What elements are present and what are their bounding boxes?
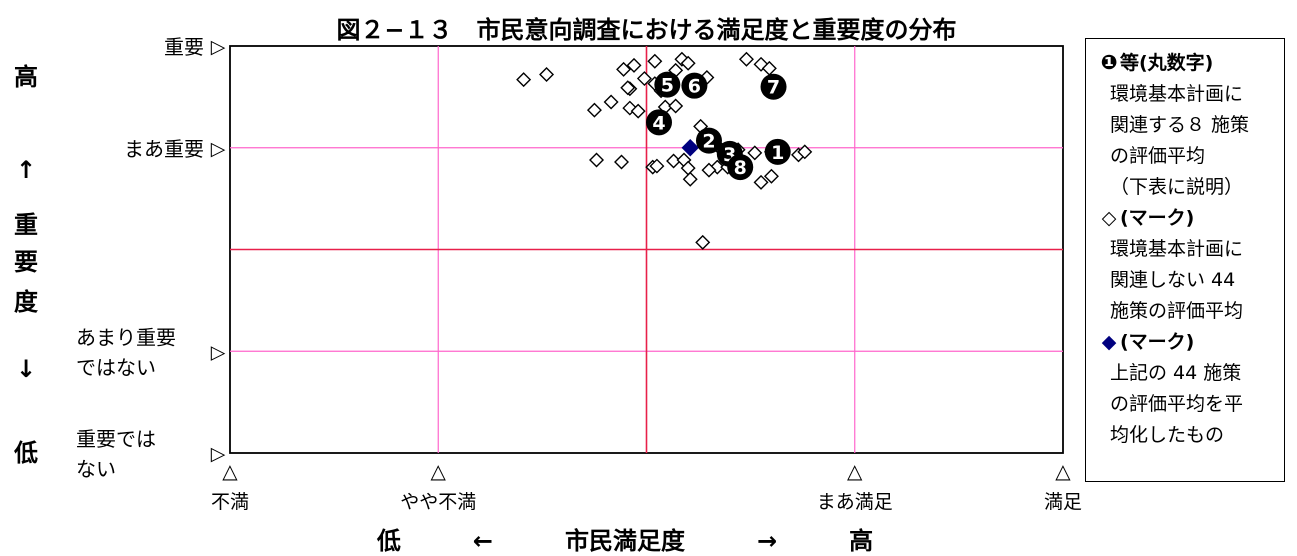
hollow-diamond-point — [636, 71, 652, 87]
numbered-point-label: 7 — [767, 77, 780, 99]
legend: ❶ 等(丸数字) 環境基本計画に 関連する８ 施策 の評価平均 （下表に説明） ◇… — [1085, 38, 1285, 482]
numbered-point: 7 — [760, 73, 787, 100]
numbered-point-circle — [654, 71, 681, 98]
chart-title: 図２−１３ 市民意向調査における満足度と重要度の分布 — [336, 16, 956, 44]
hollow-diamond-point — [516, 72, 532, 88]
numbered-point: 4 — [645, 109, 672, 136]
hollow-diamond-point — [626, 57, 642, 73]
legend-desc-line: 施策の評価平均 — [1110, 300, 1244, 322]
legend-desc-line: 上記の 44 施策 — [1110, 362, 1242, 384]
numbered-point-label: 6 — [688, 76, 701, 98]
legend-item-numbered: ❶ 等(丸数字) — [1098, 47, 1284, 79]
hollow-diamond-point — [701, 162, 717, 178]
hollow-diamond-point — [616, 61, 632, 77]
numbered-point-circle — [764, 138, 791, 165]
numbered-point: 6 — [681, 72, 708, 99]
x-axis-label: 低 ← 市民満足度 → 高 — [376, 527, 873, 555]
hollow-diamond-point — [682, 171, 698, 187]
hollow-diamond-point — [797, 144, 813, 160]
x-tick-marker: △ — [1055, 459, 1071, 483]
numbered-point-circle — [645, 109, 672, 136]
legend-desc-line: 均化したもの — [1110, 424, 1225, 446]
legend-item-hollow-diamond: ◇ (マーク) — [1098, 203, 1284, 234]
legend-item-filled-diamond: ◆ (マーク) — [1098, 327, 1284, 358]
legend-desc-line: 関連する８ 施策 — [1110, 114, 1250, 136]
x-tick-label: 満足 — [1044, 491, 1082, 513]
numbered-point-circle — [760, 73, 787, 100]
hollow-diamond-point — [753, 174, 769, 190]
y-axis-label-char: ↓ — [16, 355, 36, 383]
numbered-point-circle — [681, 72, 708, 99]
x-tick-label: 不満 — [211, 491, 249, 513]
hollow-diamond-point — [586, 102, 602, 118]
y-axis-label-char: 度 — [14, 288, 39, 316]
x-tick-label: まあ満足 — [817, 491, 893, 513]
numbered-point-label: 1 — [771, 142, 784, 164]
numbered-point-circle — [695, 127, 722, 154]
numbered-point-label: 5 — [661, 75, 674, 97]
hollow-diamond-point — [649, 158, 665, 174]
legend-desc-line: の評価平均を平 — [1110, 393, 1244, 415]
y-tick-label: あまり重要ではない — [76, 325, 176, 379]
hollow-diamond-point — [620, 80, 636, 96]
numbered-circle-icon: ❶ — [1100, 50, 1118, 74]
legend-head-hollow: (マーク) — [1120, 207, 1195, 229]
hollow-diamond-point — [647, 53, 663, 69]
legend-desc-line: の評価平均 — [1110, 145, 1206, 167]
hollow-diamond-point — [680, 55, 696, 71]
legend-head-filled: (マーク) — [1120, 331, 1195, 353]
numbered-point-label: 2 — [702, 131, 715, 153]
y-tick-label: まあ重要 — [124, 137, 204, 161]
y-tick-marker: ▷ — [211, 36, 226, 58]
legend-head-numbered: 等(丸数字) — [1120, 52, 1214, 74]
legend-desc-line: 環境基本計画に — [1110, 83, 1244, 105]
x-tick-marker: △ — [847, 459, 863, 483]
hollow-diamond-point — [738, 51, 754, 67]
hollow-diamond-icon: ◇ — [1101, 207, 1117, 229]
numbered-point: 1 — [764, 138, 791, 165]
y-tick-marker: ▷ — [211, 341, 226, 363]
y-axis-label-char: 高 — [14, 63, 38, 91]
legend-desc-line: 環境基本計画に — [1110, 238, 1244, 260]
hollow-diamond-point — [695, 234, 711, 250]
y-tick-label: 重要 — [164, 35, 204, 59]
y-axis-label-char: 要 — [14, 248, 38, 276]
hollow-diamond-point — [603, 94, 619, 110]
y-axis-label-char: 重 — [14, 211, 38, 239]
x-tick-marker: △ — [431, 459, 447, 483]
numbered-point: 8 — [727, 154, 754, 181]
y-tick-marker: ▷ — [211, 443, 226, 465]
legend-desc-line: （下表に説明） — [1110, 176, 1244, 198]
legend-desc-line: 関連しない 44 — [1110, 269, 1236, 291]
hollow-diamond-point — [589, 152, 605, 168]
filled-diamond-icon: ◆ — [1101, 331, 1117, 353]
x-tick-label: やや不満 — [400, 491, 476, 513]
numbered-point: 2 — [695, 127, 722, 154]
hollow-diamond-point — [630, 103, 646, 119]
hollow-diamond-point — [763, 168, 779, 184]
y-tick-label: 重要ではない — [76, 427, 156, 481]
numbered-point-label: 4 — [652, 112, 665, 134]
y-axis-label-char: ↑ — [16, 156, 36, 184]
numbered-point: 5 — [654, 71, 681, 98]
hollow-diamond-point — [539, 67, 555, 82]
filled-diamond-point — [681, 139, 699, 157]
x-tick-marker: △ — [222, 459, 238, 483]
hollow-diamond-point — [614, 154, 629, 170]
numbered-point-label: 8 — [734, 157, 747, 179]
y-tick-marker: ▷ — [211, 138, 226, 160]
hollow-diamond-point — [747, 145, 763, 161]
y-axis-label-char: 低 — [13, 439, 38, 467]
hollow-diamond-point — [668, 98, 684, 114]
numbered-point-circle — [727, 154, 754, 181]
